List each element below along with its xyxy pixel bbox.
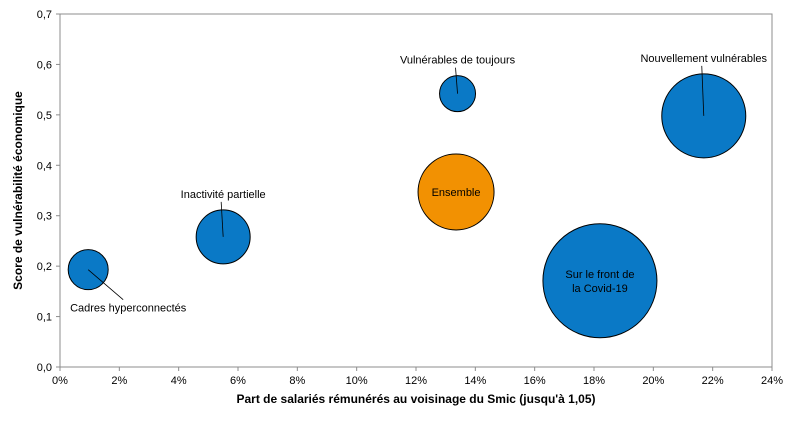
leader-line <box>220 201 224 237</box>
y-tick-label: 0,5 <box>37 110 52 122</box>
x-tick-label: 0% <box>52 375 68 387</box>
bubbles <box>67 73 747 339</box>
x-tick-label: 18% <box>583 375 605 387</box>
bubble-label: Nouvellement vulnérables <box>640 53 767 65</box>
y-axis-title: Score de vulnérabilité économique <box>11 91 25 290</box>
x-tick-label: 6% <box>230 375 246 387</box>
y-tick-label: 0,6 <box>37 59 52 71</box>
x-tick-label: 24% <box>761 375 783 387</box>
y-tick-label: 0,7 <box>37 9 52 21</box>
x-axis-title: Part de salariés rémunérés au voisinage … <box>237 392 596 406</box>
leader-line <box>455 67 458 94</box>
leader-line <box>701 65 705 116</box>
x-tick-label: 14% <box>464 375 486 387</box>
bubble-4 <box>417 153 495 231</box>
x-tick-label: 16% <box>524 375 546 387</box>
x-tick-label: 2% <box>111 375 127 387</box>
leader-line <box>87 269 124 300</box>
bubble-labels: Cadres hyperconnectés Inactivité partiell… <box>70 53 767 315</box>
bubble-label: Vulnérables de toujours <box>400 55 516 67</box>
y-tick-label: 0,2 <box>37 261 52 273</box>
x-tick-label: 10% <box>346 375 368 387</box>
bubble-label: Inactivité partielle <box>181 189 266 201</box>
x-tick-label: 20% <box>642 375 664 387</box>
bubble-label: Cadres hyperconnectés <box>70 303 187 315</box>
x-tick-label: 12% <box>405 375 427 387</box>
x-tick-label: 22% <box>702 375 724 387</box>
bubble-label: Sur le front de la Covid-19 <box>565 269 634 295</box>
y-tick-label: 0,0 <box>37 362 52 374</box>
y-tick-label: 0,1 <box>37 312 52 324</box>
x-tick-label: 4% <box>171 375 187 387</box>
y-tick-label: 0,3 <box>37 211 52 223</box>
bubble-3 <box>661 73 747 159</box>
y-tick-label: 0,4 <box>37 160 52 172</box>
x-ticks: 0% 2% 4% 6% 8% 10% 12% 14% 16% 18% 20% 22% 24% <box>52 367 783 387</box>
bubble-label: Ensemble <box>432 187 481 199</box>
bubble-5 <box>542 223 658 339</box>
y-ticks: 0,0 0,1 0,2 0,3 0,4 0,5 0,6 0,7 <box>37 9 60 374</box>
x-tick-label: 8% <box>289 375 305 387</box>
